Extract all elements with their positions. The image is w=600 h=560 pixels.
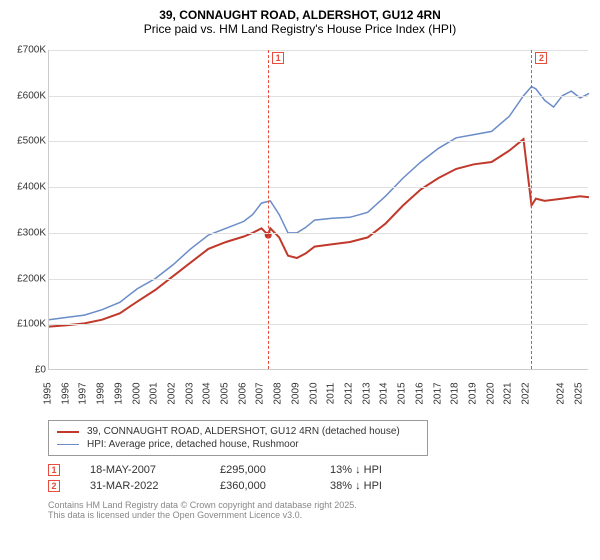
legend-swatch-blue (57, 444, 79, 446)
x-tick-label: 2011 (326, 380, 337, 408)
grid-line (49, 50, 588, 51)
chart-title: 39, CONNAUGHT ROAD, ALDERSHOT, GU12 4RN (12, 8, 588, 22)
x-tick-label: 2003 (184, 380, 195, 408)
grid-line (49, 187, 588, 188)
marker-badge: 1 (272, 52, 284, 64)
chart-svg (49, 50, 588, 369)
x-tick-label: 2025 (574, 380, 585, 408)
x-tick-label: 2024 (556, 380, 567, 408)
chart-subtitle: Price paid vs. HM Land Registry's House … (12, 22, 588, 36)
x-tick-label: 2017 (432, 380, 443, 408)
footer-line-2: This data is licensed under the Open Gov… (48, 510, 588, 520)
x-tick-label: 2016 (414, 380, 425, 408)
x-tick-label: 2004 (202, 380, 213, 408)
transaction-delta: 38% ↓ HPI (330, 480, 382, 492)
chart-container: 39, CONNAUGHT ROAD, ALDERSHOT, GU12 4RN … (0, 0, 600, 560)
x-tick-label: 2006 (237, 380, 248, 408)
legend-label-blue: HPI: Average price, detached house, Rush… (87, 439, 299, 450)
x-tick-label: 2015 (397, 380, 408, 408)
legend-label-red: 39, CONNAUGHT ROAD, ALDERSHOT, GU12 4RN … (87, 426, 400, 437)
x-tick-label: 1995 (43, 380, 54, 408)
legend-swatch-red (57, 431, 79, 433)
y-tick-label: £0 (12, 365, 46, 376)
legend-row-blue: HPI: Average price, detached house, Rush… (57, 438, 419, 451)
x-tick-label: 2001 (149, 380, 160, 408)
x-tick-label: 2014 (379, 380, 390, 408)
grid-line (49, 279, 588, 280)
marker-badge: 2 (535, 52, 547, 64)
x-tick-label: 2007 (255, 380, 266, 408)
x-tick-label: 1997 (78, 380, 89, 408)
transaction-date: 31-MAR-2022 (90, 480, 220, 492)
grid-line (49, 141, 588, 142)
footer-line-1: Contains HM Land Registry data © Crown c… (48, 500, 588, 510)
transaction-price: £360,000 (220, 480, 330, 492)
x-tick-label: 2009 (290, 380, 301, 408)
x-tick-label: 2018 (450, 380, 461, 408)
plot-area: 12 (48, 50, 588, 370)
x-tick-label: 2000 (131, 380, 142, 408)
grid-line (49, 233, 588, 234)
legend-box: 39, CONNAUGHT ROAD, ALDERSHOT, GU12 4RN … (48, 420, 428, 456)
transaction-date: 18-MAY-2007 (90, 464, 220, 476)
x-tick-label: 2022 (521, 380, 532, 408)
marker-line (531, 50, 532, 369)
y-tick-label: £700K (12, 45, 46, 56)
x-tick-label: 2020 (485, 380, 496, 408)
grid-line (49, 324, 588, 325)
x-tick-label: 2021 (503, 380, 514, 408)
transaction-row: 1 18-MAY-2007£295,00013% ↓ HPI (48, 462, 588, 478)
x-tick-label: 2012 (343, 380, 354, 408)
x-tick-label: 2005 (220, 380, 231, 408)
y-tick-label: £100K (12, 319, 46, 330)
legend-row-red: 39, CONNAUGHT ROAD, ALDERSHOT, GU12 4RN … (57, 425, 419, 438)
y-tick-label: £400K (12, 182, 46, 193)
x-tick-label: 1996 (60, 380, 71, 408)
x-tick-label: 2008 (273, 380, 284, 408)
transaction-badge: 2 (48, 480, 60, 492)
y-tick-label: £600K (12, 90, 46, 101)
y-tick-label: £500K (12, 136, 46, 147)
marker-line (268, 50, 269, 369)
series-line (49, 87, 589, 320)
y-tick-label: £200K (12, 273, 46, 284)
transaction-price: £295,000 (220, 464, 330, 476)
x-tick-label: 2013 (361, 380, 372, 408)
x-tick-label: 2010 (308, 380, 319, 408)
x-tick-label: 1999 (113, 380, 124, 408)
transaction-delta: 13% ↓ HPI (330, 464, 382, 476)
x-tick-label: 2002 (166, 380, 177, 408)
x-tick-label: 1998 (96, 380, 107, 408)
y-tick-label: £300K (12, 227, 46, 238)
transaction-row: 2 31-MAR-2022£360,00038% ↓ HPI (48, 478, 588, 494)
transaction-badge: 1 (48, 464, 60, 476)
x-tick-label: 2019 (467, 380, 478, 408)
transactions-table: 1 18-MAY-2007£295,00013% ↓ HPI 2 31-MAR-202… (48, 462, 588, 494)
grid-line (49, 96, 588, 97)
chart-plot-wrap: 12 £0£100K£200K£300K£400K£500K£600K£700K… (12, 42, 588, 412)
footer-notice: Contains HM Land Registry data © Crown c… (48, 500, 588, 520)
